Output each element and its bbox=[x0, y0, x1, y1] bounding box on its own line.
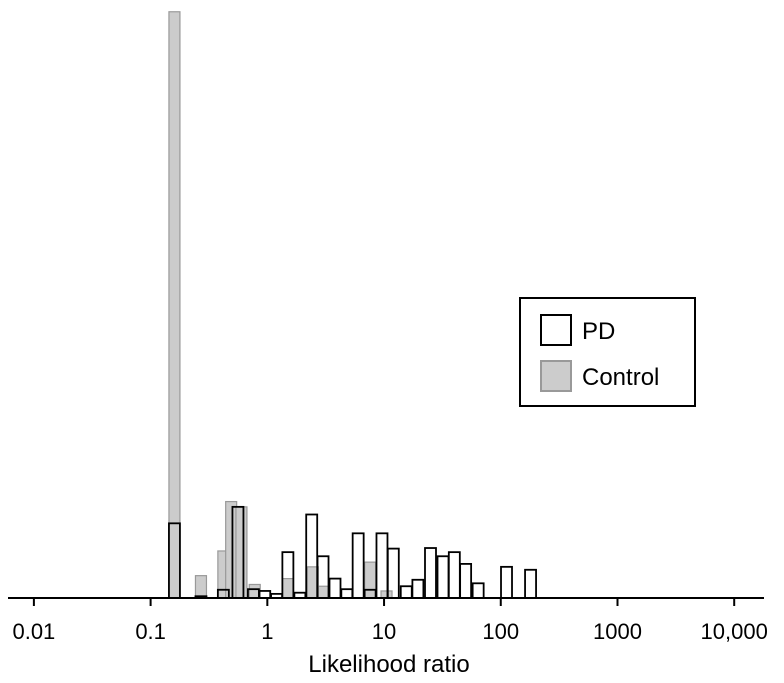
bar-pd-21 bbox=[447, 551, 461, 599]
bar-control-10 bbox=[380, 590, 393, 599]
x-tick-label-6: 10,000 bbox=[701, 619, 768, 644]
bar-pd-17 bbox=[399, 585, 413, 599]
legend-label-control: Control bbox=[582, 364, 659, 391]
bar-pd-15 bbox=[375, 532, 389, 599]
bar-pd-13 bbox=[351, 532, 365, 599]
x-tick-label-4: 100 bbox=[482, 619, 519, 644]
bar-pd-24 bbox=[500, 565, 513, 599]
x-axis-title: Likelihood ratio bbox=[308, 651, 469, 678]
x-tick-label-2: 1 bbox=[261, 619, 273, 644]
bar-control-1 bbox=[194, 575, 208, 599]
bar-control-4 bbox=[235, 506, 248, 599]
bar-control-9 bbox=[364, 561, 377, 599]
legend: PD Control bbox=[519, 297, 696, 407]
bar-pd-22 bbox=[459, 563, 473, 599]
bar-pd-23 bbox=[471, 582, 485, 599]
bar-pd-11 bbox=[328, 577, 342, 599]
bar-control-3 bbox=[225, 500, 238, 599]
x-tick-label-3: 10 bbox=[372, 619, 396, 644]
legend-swatch-control bbox=[540, 360, 572, 392]
x-axis-ticks: 0.01 0.1 1 10 100 1000 10,000 bbox=[12, 598, 768, 644]
legend-swatch-pd bbox=[540, 314, 572, 346]
x-tick-label-5: 1000 bbox=[593, 619, 642, 644]
bars-layer bbox=[168, 11, 537, 599]
bar-pd-25 bbox=[524, 568, 537, 599]
x-tick-label-0: 0.01 bbox=[12, 619, 55, 644]
bar-pd-18 bbox=[411, 578, 425, 599]
x-tick-label-1: 0.1 bbox=[135, 619, 166, 644]
bar-control-6 bbox=[281, 577, 294, 599]
bar-pd-5 bbox=[258, 590, 272, 599]
legend-label-pd: PD bbox=[582, 318, 615, 345]
bar-pd-19 bbox=[424, 547, 437, 599]
bar-pd-12 bbox=[340, 588, 354, 599]
bar-pd-20 bbox=[436, 555, 450, 599]
bar-control-0 bbox=[168, 11, 181, 599]
